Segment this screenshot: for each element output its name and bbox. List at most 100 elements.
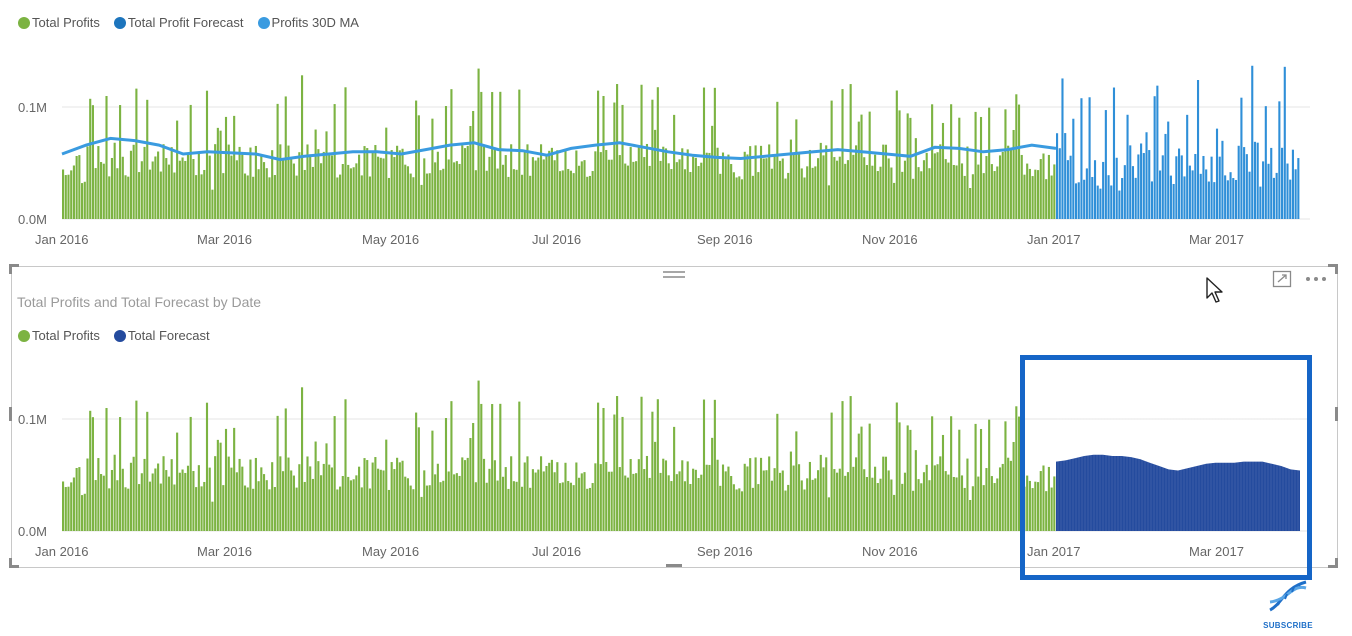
total-profits-bar: [97, 146, 100, 219]
total-profits-bar: [249, 459, 252, 531]
total-profits-bar: [933, 465, 936, 531]
total-profits-bar: [773, 468, 776, 531]
legend-item-total-profits[interactable]: Total Profits: [18, 328, 100, 343]
total-profits-bar: [708, 152, 711, 219]
total-profits-bar: [901, 171, 904, 219]
total-profits-bar: [933, 153, 936, 219]
total-profits-bar: [243, 485, 247, 531]
total-profits-bar: [621, 416, 624, 531]
resize-handle[interactable]: [1335, 264, 1338, 274]
focus-mode-icon[interactable]: [1272, 270, 1292, 288]
total-profits-bar: [955, 477, 958, 531]
total-profit-forecast-bar: [1248, 171, 1251, 219]
total-profits-bar: [368, 488, 372, 531]
total-profit-forecast-bar: [1221, 140, 1224, 219]
total-profits-bar: [743, 463, 746, 531]
total-profits-bar: [374, 457, 377, 531]
total-profits-bar: [425, 173, 429, 219]
total-profits-bar: [463, 460, 467, 531]
total-profits-bar: [656, 87, 659, 219]
profits-and-forecast-chart[interactable]: Total Profits and Total Forecast by Date…: [0, 264, 1352, 574]
resize-handle[interactable]: [9, 565, 19, 568]
total-profits-bar: [330, 467, 333, 531]
total-profits-bar: [819, 454, 822, 531]
total-profits-bar: [977, 164, 980, 219]
resize-handle[interactable]: [1335, 407, 1338, 421]
total-profit-forecast-bar: [1140, 143, 1143, 219]
total-profits-bar: [985, 468, 988, 531]
resize-handle[interactable]: [1328, 264, 1338, 267]
profits-forecast-chart[interactable]: Total Profits Total Profit Forecast Prof…: [0, 0, 1352, 303]
resize-handle[interactable]: [9, 264, 12, 274]
total-profits-bar: [686, 149, 689, 219]
total-profits-bar: [922, 160, 926, 219]
resize-handle[interactable]: [9, 264, 19, 267]
total-profits-bar: [382, 158, 385, 219]
resize-handle[interactable]: [666, 564, 682, 567]
total-profits-bar: [629, 147, 632, 219]
total-profits-bar: [512, 169, 515, 219]
total-profits-bar: [846, 472, 849, 531]
subscribe-badge[interactable]: SUBSCRIBE: [1258, 578, 1318, 630]
total-profits-bar: [417, 115, 420, 219]
total-profits-bar: [817, 470, 820, 531]
total-profits-bar: [148, 169, 152, 219]
total-profits-bar: [165, 158, 168, 219]
total-profits-bar: [993, 483, 996, 531]
total-profits-bar: [504, 155, 507, 219]
resize-handle[interactable]: [1328, 565, 1338, 568]
total-profits-bar: [803, 177, 806, 219]
total-profits-bar: [295, 175, 298, 219]
total-profits-bar: [561, 482, 564, 531]
total-profits-bar: [583, 160, 586, 219]
drag-handle-icon[interactable]: [662, 270, 686, 280]
total-profits-bar: [358, 466, 361, 531]
total-profits-bar: [515, 169, 518, 219]
total-profits-bar: [469, 125, 472, 219]
total-profits-bar: [197, 465, 200, 531]
total-profits-bar: [306, 456, 309, 531]
legend-item-total-profit-forecast[interactable]: Total Profit Forecast: [113, 15, 244, 30]
total-profits-bar: [352, 479, 355, 531]
total-profits-bar: [273, 175, 276, 219]
total-profits-bar: [184, 160, 187, 219]
legend-item-total-profits[interactable]: Total Profits: [18, 15, 100, 30]
resize-handle[interactable]: [1335, 558, 1338, 568]
total-profit-forecast-bar: [1291, 149, 1294, 219]
total-profits-bar: [735, 489, 738, 531]
total-profits-bar: [588, 175, 591, 219]
legend-item-profits-30d-ma[interactable]: Profits 30D MA: [257, 15, 359, 30]
total-profits-bar: [271, 462, 274, 531]
resize-handle[interactable]: [9, 558, 12, 568]
total-profits-bar: [83, 493, 86, 531]
total-profits-bar: [542, 471, 545, 531]
total-profits-bar: [162, 456, 165, 531]
chart1-plot[interactable]: 0.1M 0.0M Jan 2016 Mar 2016 May 2016 Jul…: [0, 0, 1352, 258]
total-profits-bar: [252, 488, 255, 531]
total-profits-bar: [768, 456, 771, 531]
total-profit-forecast-bar: [1297, 158, 1300, 219]
total-profits-bar: [205, 402, 209, 531]
total-profits-bar: [143, 458, 146, 531]
more-options-icon[interactable]: [1305, 276, 1327, 282]
y-tick-label: 0.0M: [18, 212, 47, 227]
total-profit-forecast-bar: [1259, 186, 1262, 219]
total-profits-bar: [466, 457, 469, 531]
x-tick-label: Mar 2017: [1189, 544, 1244, 559]
total-profits-bar: [673, 114, 676, 219]
total-profits-bar: [1050, 175, 1053, 219]
total-profits-bar: [311, 478, 314, 531]
total-profit-forecast-bar: [1061, 78, 1064, 219]
resize-handle[interactable]: [9, 407, 12, 421]
total-profits-bar: [330, 155, 333, 219]
total-profits-bar: [545, 465, 548, 531]
total-profits-bar: [442, 168, 445, 219]
chart2-plot[interactable]: 0.1M 0.0M Jan 2016 Mar 2016 May 2016 Jul…: [0, 264, 1352, 574]
total-profits-bar: [469, 437, 472, 531]
total-profits-bar: [795, 431, 798, 531]
legend-item-total-forecast[interactable]: Total Forecast: [113, 328, 210, 343]
total-profits-bar: [371, 150, 374, 219]
legend-marker-icon: [18, 16, 30, 29]
total-profit-forecast-bar: [1286, 163, 1289, 219]
total-profits-bar: [298, 464, 301, 531]
